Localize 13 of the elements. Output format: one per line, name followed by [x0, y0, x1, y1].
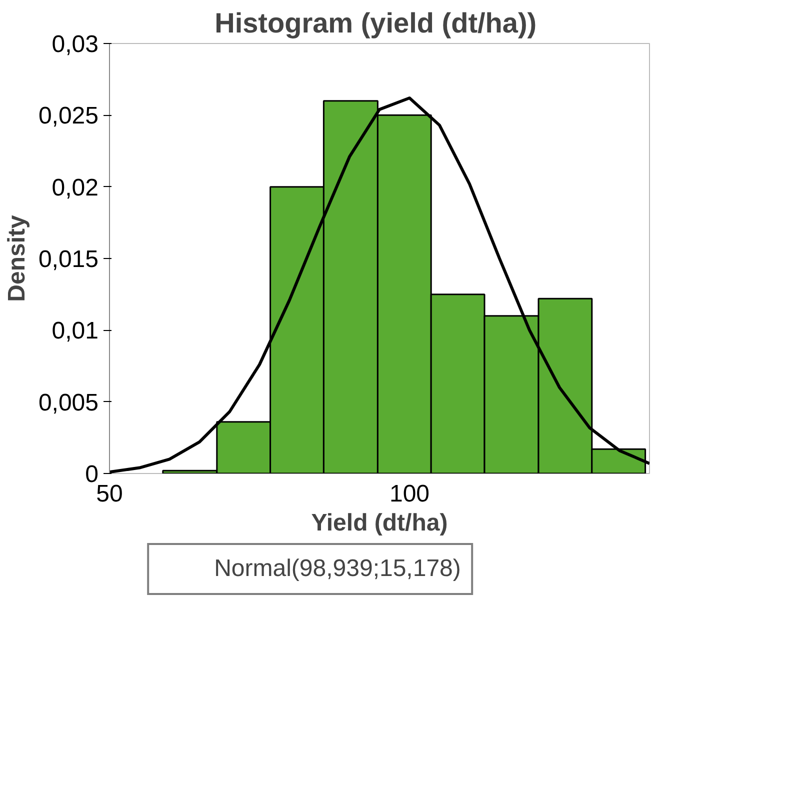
- y-tick-label: 0,025: [38, 102, 99, 130]
- x-tick-label: 100: [389, 480, 430, 508]
- chart-title: Histogram (yield (dt/ha)): [214, 8, 537, 38]
- y-tick-label: 0,03: [52, 31, 99, 58]
- y-axis-title: Density: [3, 214, 30, 302]
- x-axis-title: Yield (dt/ha): [311, 510, 448, 536]
- y-tick-label: 0,015: [38, 246, 99, 273]
- y-tick-label: 0,01: [52, 318, 99, 345]
- y-tick-label: 0,005: [38, 389, 99, 416]
- y-tick-label: 0: [85, 461, 99, 488]
- x-tick-label: 50: [96, 480, 123, 508]
- text: Normal(98,939;15,178): [214, 555, 461, 583]
- y-tick-label: 0,02: [52, 174, 99, 202]
